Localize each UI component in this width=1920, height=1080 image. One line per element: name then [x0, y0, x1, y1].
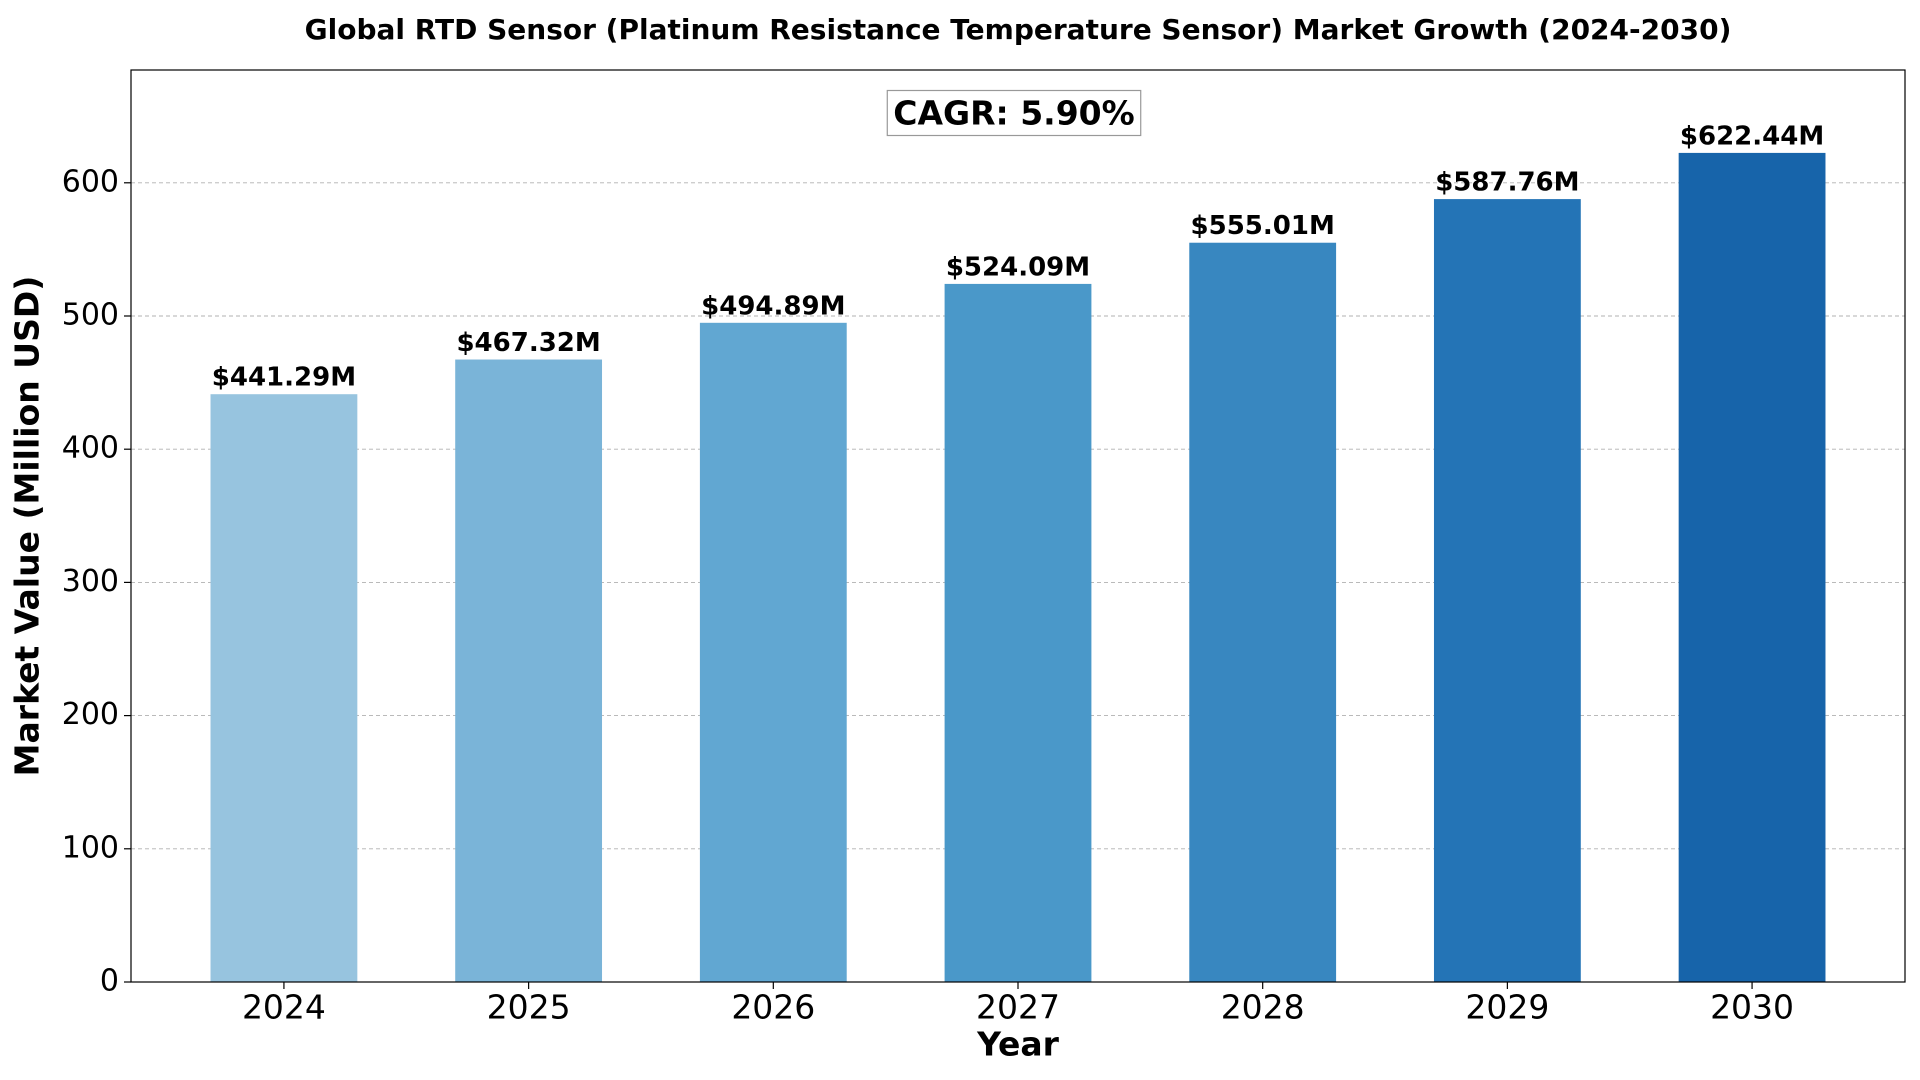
y-tick-label: 600: [62, 164, 119, 199]
y-tick-label: 500: [62, 297, 119, 332]
x-tick-label: 2028: [1221, 988, 1305, 1027]
x-tick-label: 2030: [1710, 988, 1794, 1027]
y-tick-label: 200: [62, 697, 119, 732]
bar: [1678, 152, 1826, 983]
value-label: $467.32M: [456, 328, 600, 358]
y-axis-label: Market Value (Million USD): [8, 276, 47, 777]
x-axis-label: Year: [976, 1025, 1060, 1064]
bar: [1433, 199, 1581, 982]
value-label: $524.09M: [946, 252, 1090, 282]
plot-frame: [130, 69, 1906, 983]
x-tick-label: 2027: [976, 988, 1060, 1027]
annotation-box: [886, 89, 1142, 137]
bar: [455, 359, 603, 982]
y-tick-label: 300: [62, 564, 119, 599]
annotation: CAGR: 5.90%: [893, 94, 1134, 133]
value-label: $441.29M: [212, 363, 356, 393]
bar: [1189, 242, 1337, 982]
value-label: $494.89M: [701, 291, 845, 321]
value-label: $587.76M: [1435, 168, 1579, 198]
y-tick-label: 0: [100, 964, 119, 999]
bar: [210, 394, 358, 982]
x-tick-label: 2024: [242, 988, 326, 1027]
value-label: $622.44M: [1680, 121, 1824, 151]
chart-title: Global RTD Sensor (Platinum Resistance T…: [305, 13, 1732, 46]
value-label: $555.01M: [1191, 211, 1335, 241]
x-tick-label: 2025: [487, 988, 571, 1027]
x-tick-label: 2026: [731, 988, 815, 1027]
x-tick-label: 2029: [1465, 988, 1549, 1027]
bar: [944, 283, 1092, 982]
bar: [699, 322, 847, 982]
y-tick-label: 400: [62, 431, 119, 466]
y-tick-label: 100: [62, 830, 119, 865]
